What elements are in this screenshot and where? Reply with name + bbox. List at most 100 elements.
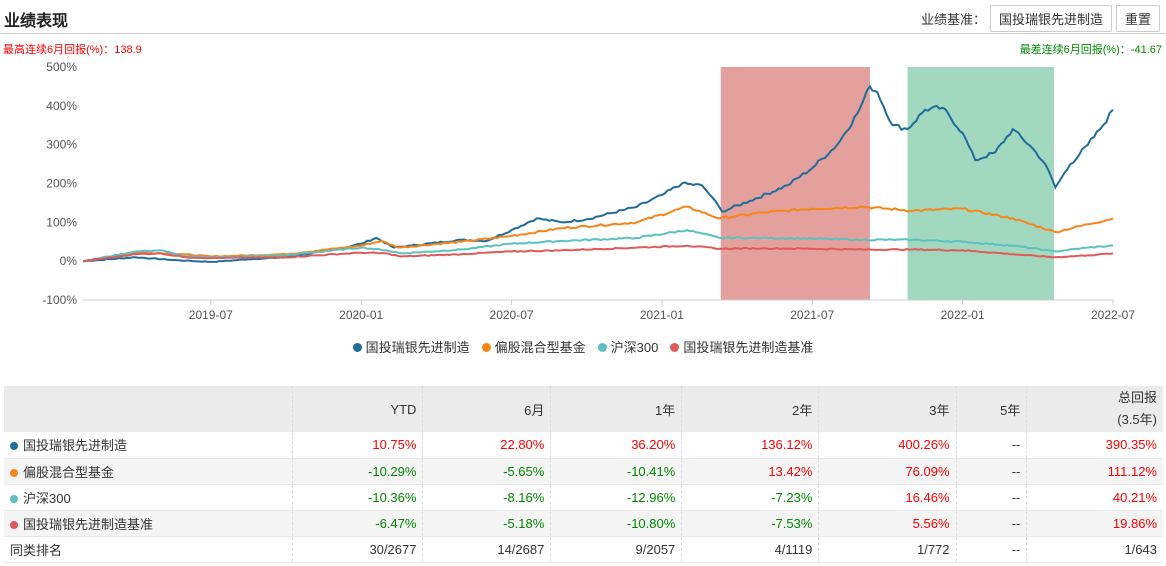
- row-label: 偏股混合型基金: [23, 464, 115, 480]
- rank-cell: --: [956, 536, 1028, 562]
- return-cell: 5.56%: [818, 510, 957, 536]
- total-sub: (3.5年): [1117, 412, 1157, 427]
- return-cell: -7.53%: [681, 510, 820, 536]
- y-tick-label: 100%: [46, 215, 77, 229]
- row-name: 偏股混合型基金: [4, 458, 293, 484]
- rank-cell: 9/2057: [550, 536, 683, 562]
- rank-cell: 同类排名: [4, 536, 293, 562]
- return-cell: 22.80%: [422, 432, 552, 458]
- return-cell: 13.42%: [681, 458, 820, 484]
- benchmark-label: 业绩基准：: [920, 12, 986, 27]
- return-cell: -5.18%: [422, 510, 552, 536]
- column-header: 5年: [956, 386, 1028, 432]
- legend-item[interactable]: 偏股混合型基金: [481, 337, 586, 356]
- return-cell: -10.80%: [550, 510, 683, 536]
- x-tick-label: 2021-01: [640, 308, 684, 322]
- y-tick-label: 200%: [46, 177, 77, 191]
- reset-button[interactable]: 重置: [1115, 5, 1160, 32]
- legend-label: 国投瑞银先进制造: [365, 340, 470, 355]
- return-cell: -10.36%: [292, 484, 424, 510]
- column-header: 3年: [818, 386, 957, 432]
- return-cell: -10.29%: [292, 458, 424, 484]
- x-tick-label: 2020-01: [339, 308, 383, 322]
- row-label: 国投瑞银先进制造基准: [23, 516, 154, 532]
- table-row: 偏股混合型基金 -10.29% -5.65% -10.41% 13.42% 76.09% -…: [4, 458, 1163, 484]
- benchmark-controls: 业绩基准： 国投瑞银先进制造 重置: [921, 5, 1160, 32]
- x-tick-label: 2019-07: [189, 308, 233, 322]
- table-row: 沪深300 -10.36% -8.16% -12.96% -7.23% 16.46% -- 4…: [4, 484, 1163, 510]
- series-line: [82, 229, 1114, 263]
- return-cell: -7.23%: [681, 484, 820, 510]
- return-cell: 136.12%: [681, 432, 820, 458]
- series-dot-icon: [10, 520, 18, 529]
- row-label: 国投瑞银先进制造: [23, 438, 128, 454]
- return-cell: --: [956, 484, 1028, 510]
- legend-item[interactable]: 国投瑞银先进制造: [352, 337, 470, 356]
- worst-6m-zone: [907, 67, 1055, 300]
- y-tick-label: 500%: [46, 60, 77, 74]
- series-dot-icon: [10, 494, 18, 503]
- legend-dot-icon: [481, 343, 491, 352]
- best-6m-return: 最高连续6月回报(%)：138.9: [3, 44, 142, 56]
- rank-cell: 1/643: [1124, 541, 1157, 557]
- legend-label: 沪深300: [610, 340, 659, 355]
- legend-item[interactable]: 沪深300: [597, 337, 659, 356]
- return-cell: -8.16%: [422, 484, 552, 510]
- x-tick-label: 2022-01: [941, 308, 985, 322]
- column-header: [4, 386, 293, 432]
- table-row: 国投瑞银先进制造基准 -6.47% -5.18% -10.80% -7.53% 5.56%…: [4, 510, 1163, 536]
- series-line: [82, 244, 1114, 263]
- legend-dot-icon: [670, 343, 680, 352]
- return-cell: -6.47%: [292, 510, 424, 536]
- chart-legend: 国投瑞银先进制造 偏股混合型基金 沪深300 国投瑞银先进制造基准: [0, 337, 1166, 356]
- return-cell: 36.20%: [550, 432, 683, 458]
- row-label: 沪深300: [23, 490, 71, 506]
- column-header: YTD: [292, 386, 424, 432]
- column-header-total: 总回报 (3.5年): [1026, 386, 1163, 432]
- return-cell: -5.65%: [422, 458, 552, 484]
- rank-cell: 4/1119: [681, 536, 820, 562]
- worst-6m-return: 最差连续6月回报(%)：-41.67: [1019, 44, 1162, 56]
- return-cell: 111.12%: [1026, 458, 1163, 484]
- return-cell: 40.21%: [1112, 489, 1157, 505]
- series-dot-icon: [10, 468, 18, 477]
- y-tick-label: 0%: [60, 254, 78, 268]
- row-name: 国投瑞银先进制造基准: [4, 510, 293, 536]
- return-cell: --: [956, 510, 1028, 536]
- section-title: 业绩表现: [4, 13, 69, 30]
- rank-cell: 30/2677: [292, 536, 424, 562]
- legend-dot-icon: [597, 343, 607, 352]
- return-cell: 16.46%: [818, 484, 957, 510]
- return-cell: --: [956, 458, 1028, 484]
- return-cell: 19.86%: [1026, 510, 1163, 536]
- legend-label: 国投瑞银先进制造基准: [683, 340, 814, 355]
- column-header: 2年: [681, 386, 820, 432]
- y-tick-label: 400%: [46, 99, 77, 113]
- legend-item[interactable]: 国投瑞银先进制造基准: [670, 337, 813, 356]
- row-name: 沪深300: [4, 484, 293, 510]
- performance-chart: 500% 400% 300% 200% 100% 0% -100% 2019-07 2020-0…: [42, 60, 1135, 322]
- return-cell: 76.09%: [818, 458, 957, 484]
- y-tick-label: -100%: [42, 293, 77, 307]
- benchmark-select-button[interactable]: 国投瑞银先进制造: [989, 5, 1112, 32]
- return-cell: 10.75%: [292, 432, 424, 458]
- column-header: 1年: [550, 386, 683, 432]
- legend-label: 偏股混合型基金: [494, 340, 586, 355]
- series-dot-icon: [10, 442, 18, 451]
- row-name: 国投瑞银先进制造: [4, 432, 293, 458]
- return-cell: 390.35%: [1105, 437, 1157, 453]
- series-line: [82, 84, 1114, 263]
- rank-row: 同类排名 30/2677 14/2687 9/2057 4/1119 1/772 -- 1/6…: [4, 536, 1163, 562]
- return-cell: -10.41%: [550, 458, 683, 484]
- best-6m-zone: [720, 67, 870, 300]
- returns-table: YTD 6月 1年 2年 3年 5年 总回报 (3.5年) 国投瑞银先进制造 10.75% 22.…: [4, 386, 1163, 563]
- return-cell: -12.96%: [550, 484, 683, 510]
- x-tick-label: 2020-07: [490, 308, 534, 322]
- return-cell: --: [956, 432, 1028, 458]
- rank-cell: 1/772: [818, 536, 957, 562]
- total-label: 总回报: [1117, 390, 1157, 405]
- column-header: 6月: [422, 386, 552, 432]
- table-row: 国投瑞银先进制造 10.75% 22.80% 36.20% 136.12% 400.26%…: [4, 432, 1163, 458]
- return-cell: 400.26%: [818, 432, 957, 458]
- rank-cell: 14/2687: [422, 536, 552, 562]
